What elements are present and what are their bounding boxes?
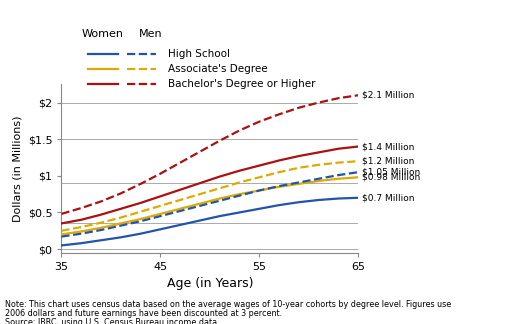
Text: $1.05 Million: $1.05 Million: [362, 168, 421, 177]
Text: Women: Women: [82, 29, 124, 39]
Text: Note: This chart uses census data based on the average wages of 10-year cohorts : Note: This chart uses census data based …: [5, 300, 452, 309]
Text: High School: High School: [168, 49, 230, 59]
Text: Bachelor's Degree or Higher: Bachelor's Degree or Higher: [168, 79, 316, 89]
Text: $2.1 Million: $2.1 Million: [362, 91, 415, 100]
X-axis label: Age (in Years): Age (in Years): [167, 277, 253, 290]
Text: Associate's Degree: Associate's Degree: [168, 64, 268, 74]
Text: $1.4 Million: $1.4 Million: [362, 142, 415, 151]
Text: $0.98 Million: $0.98 Million: [362, 173, 421, 182]
Text: 2006 dollars and future earnings have been discounted at 3 percent.: 2006 dollars and future earnings have be…: [5, 309, 282, 318]
Text: Source: IBRC, using U.S. Census Bureau income data: Source: IBRC, using U.S. Census Bureau i…: [5, 318, 217, 324]
Text: $1.2 Million: $1.2 Million: [362, 157, 415, 166]
Y-axis label: Dollars (in Millions): Dollars (in Millions): [12, 115, 22, 222]
Text: Men: Men: [139, 29, 162, 39]
Text: $0.7 Million: $0.7 Million: [362, 193, 415, 202]
